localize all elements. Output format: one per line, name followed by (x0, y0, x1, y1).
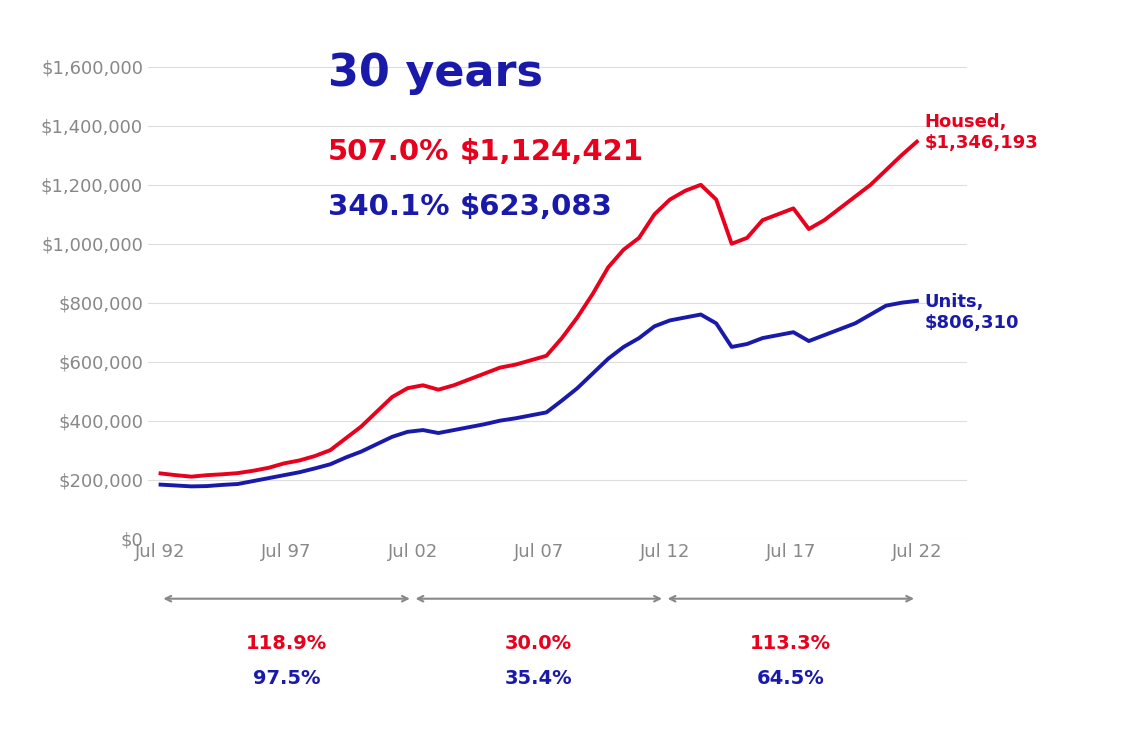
Text: 35.4%: 35.4% (505, 669, 572, 688)
Text: 64.5%: 64.5% (757, 669, 825, 688)
Text: Housed,
$1,346,193: Housed, $1,346,193 (924, 114, 1038, 153)
Text: $623,083: $623,083 (460, 193, 612, 221)
Text: 97.5%: 97.5% (253, 669, 321, 688)
Text: 118.9%: 118.9% (246, 634, 328, 653)
Text: 507.0%: 507.0% (328, 138, 450, 165)
Text: 30.0%: 30.0% (505, 634, 572, 653)
Text: $1,124,421: $1,124,421 (460, 138, 643, 165)
Text: Units,
$806,310: Units, $806,310 (924, 293, 1019, 332)
Text: 340.1%: 340.1% (328, 193, 450, 221)
Text: 113.3%: 113.3% (750, 634, 832, 653)
Text: 30 years: 30 years (328, 52, 543, 96)
